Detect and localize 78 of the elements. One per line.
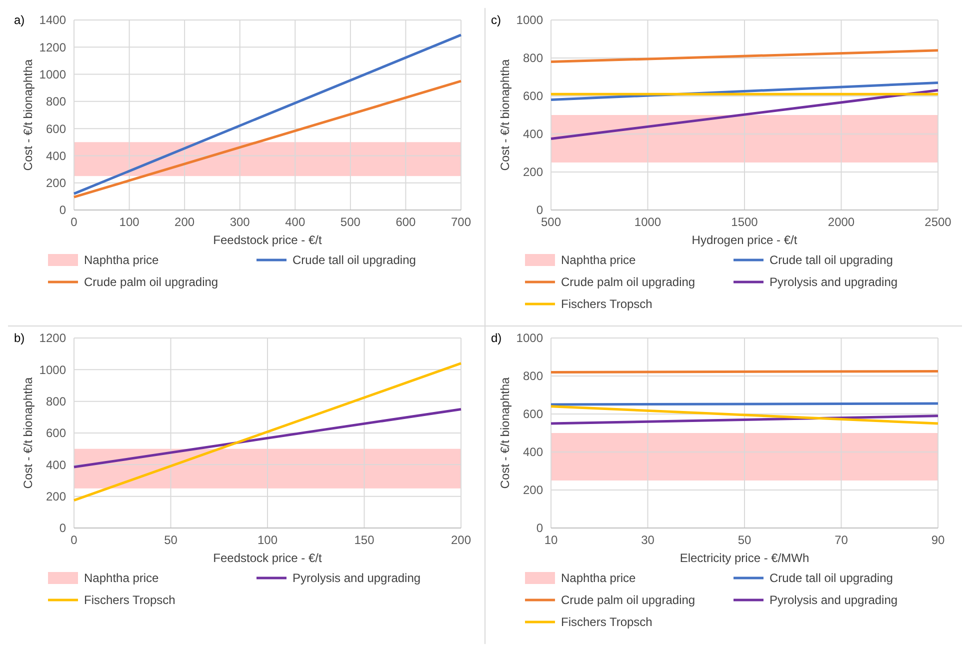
y-tick-label: 800 — [46, 394, 66, 409]
legend-label: Naphtha price — [561, 253, 636, 268]
y-tick-label: 600 — [522, 407, 544, 422]
y-tick-label: 1000 — [39, 362, 66, 377]
x-axis-title: Hydrogen price - €/t — [692, 233, 798, 247]
legend-label: Fischers Tropsch — [561, 297, 652, 312]
y-tick-label: 400 — [46, 458, 66, 472]
legend-label: Crude tall oil upgrading — [770, 253, 893, 268]
text: c) — [491, 13, 501, 27]
x-tick-label: 10 — [544, 533, 558, 547]
y-tick-label: 0 — [59, 521, 66, 536]
x-tick-label: 0 — [70, 533, 78, 547]
legend-label: Crude tall oil upgrading — [292, 253, 416, 268]
x-tick-label: 200 — [450, 533, 472, 547]
x-tick-label: 50 — [164, 533, 178, 547]
x-tick-label: 150 — [354, 533, 375, 547]
y-tick-label: 1200 — [39, 331, 66, 346]
x-tick-label: 100 — [119, 215, 140, 229]
y-tick-label: 600 — [46, 122, 66, 136]
x-tick-label: 500 — [540, 215, 562, 229]
y-tick-label: 0 — [59, 203, 66, 218]
x-tick-label: 90 — [931, 533, 945, 547]
y-tick-label: 400 — [46, 148, 66, 163]
y-axis-title: Cost - €/t bionaphtha — [21, 58, 35, 171]
x-tick-label: 70 — [834, 533, 848, 547]
y-tick-label: 800 — [46, 94, 66, 109]
y-tick-label: 200 — [522, 483, 544, 498]
x-tick-label: 600 — [396, 215, 416, 229]
x-axis-title: Feedstock price - €/t — [213, 551, 323, 565]
x-tick-label: 50 — [738, 533, 752, 547]
y-tick-label: 800 — [522, 51, 544, 66]
x-tick-label: 30 — [641, 533, 655, 547]
legend-label: Naphtha price — [561, 571, 636, 586]
x-axis-title: Feedstock price - €/t — [213, 233, 323, 247]
x-tick-label: 500 — [340, 215, 361, 229]
y-tick-label: 800 — [522, 369, 544, 384]
y-tick-label: 600 — [46, 426, 66, 440]
x-tick-label: 300 — [230, 215, 250, 229]
legend-label: Crude palm oil upgrading — [84, 275, 218, 290]
y-tick-label: 1000 — [39, 67, 66, 82]
text: b) — [14, 331, 25, 345]
y-tick-label: 200 — [522, 165, 544, 180]
y-axis-title: Cost - €/t bionaphtha — [21, 376, 35, 489]
legend-label: Fischers Tropsch — [84, 593, 176, 608]
y-tick-label: 400 — [522, 445, 544, 460]
legend-label: Crude palm oil upgrading — [561, 275, 696, 290]
y-tick-label: 600 — [522, 89, 544, 104]
legend-label: Pyrolysis and upgrading — [770, 593, 898, 608]
y-tick-label: 0 — [536, 203, 544, 218]
text: a) — [14, 13, 25, 27]
x-tick-label: 0 — [70, 215, 78, 229]
legend-label: Fischers Tropsch — [561, 615, 652, 630]
legend-label: Crude tall oil upgrading — [770, 571, 893, 586]
y-tick-label: 0 — [536, 521, 544, 536]
y-axis-title: Cost - €/t bionaphtha — [498, 376, 512, 489]
text: d) — [491, 331, 502, 345]
y-tick-label: 200 — [46, 490, 66, 504]
x-tick-label: 200 — [174, 215, 195, 229]
y-tick-label: 1200 — [39, 40, 66, 54]
y-tick-label: 1000 — [516, 331, 544, 346]
x-tick-label: 1500 — [731, 215, 758, 229]
x-tick-label: 100 — [257, 533, 278, 547]
legend-label: Pyrolysis and upgrading — [292, 571, 421, 586]
y-tick-label: 1000 — [516, 13, 544, 28]
x-tick-label: 400 — [285, 215, 306, 229]
y-axis-title: Cost - €/t bionaphtha — [498, 58, 512, 171]
x-tick-label: 2500 — [924, 215, 952, 229]
y-tick-label: 400 — [522, 127, 544, 142]
legend-label: Pyrolysis and upgrading — [770, 275, 898, 290]
x-tick-label: 1000 — [634, 215, 662, 229]
y-tick-label: 200 — [46, 176, 66, 190]
y-tick-label: 1400 — [39, 13, 66, 28]
legend-label: Naphtha price — [84, 253, 160, 268]
legend-label: Naphtha price — [84, 571, 160, 586]
x-tick-label: 2000 — [828, 215, 855, 229]
x-tick-label: 700 — [450, 215, 472, 229]
legend-label: Crude palm oil upgrading — [561, 593, 696, 608]
x-axis-title: Electricity price - €/MWh — [680, 551, 810, 565]
